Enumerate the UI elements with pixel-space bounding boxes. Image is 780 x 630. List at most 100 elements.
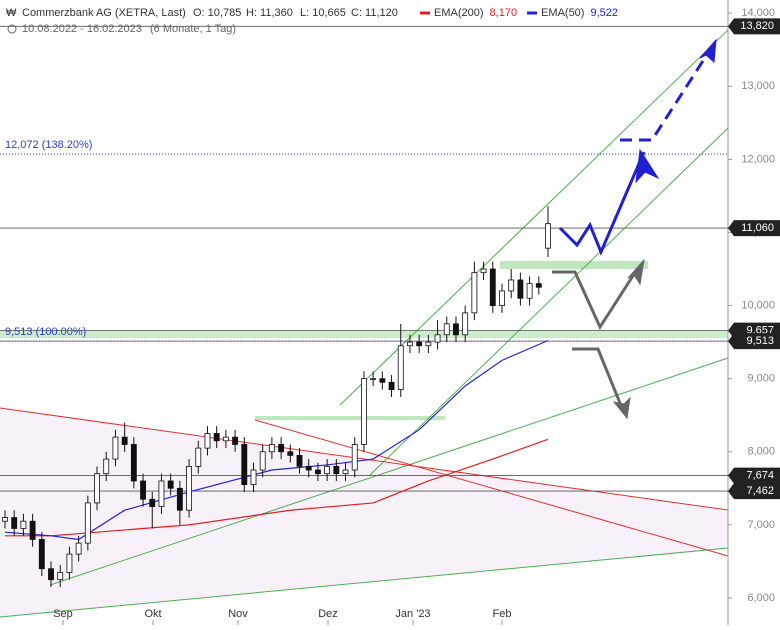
high-label: H: 11,360 bbox=[246, 7, 293, 19]
x-tick-label: Nov bbox=[228, 608, 248, 620]
candle-body bbox=[296, 455, 303, 467]
level-box bbox=[728, 467, 780, 484]
candle-body bbox=[167, 480, 174, 489]
candle-body bbox=[103, 458, 110, 475]
candle-body bbox=[213, 433, 220, 442]
candle-body bbox=[480, 268, 487, 274]
candle-body bbox=[112, 436, 119, 460]
level-box bbox=[728, 220, 780, 237]
ema-line bbox=[5, 438, 549, 537]
logo: ₩ bbox=[6, 7, 17, 19]
candle-body bbox=[489, 268, 496, 306]
candle-body bbox=[250, 469, 257, 486]
candle-body bbox=[545, 223, 551, 249]
candle-body bbox=[140, 480, 146, 500]
candle-body bbox=[443, 323, 450, 336]
candle-body bbox=[278, 444, 285, 453]
x-tick-label: Sep bbox=[53, 608, 73, 620]
candle-body bbox=[361, 378, 367, 445]
candle-body bbox=[222, 436, 229, 442]
support-band bbox=[0, 330, 728, 338]
level-label: 11,060 bbox=[741, 222, 774, 234]
support-zone bbox=[500, 261, 648, 269]
candle-body bbox=[48, 568, 54, 581]
level-box bbox=[728, 483, 780, 500]
candle-body bbox=[38, 539, 45, 570]
legend-value: 9,522 bbox=[590, 7, 618, 19]
candle-body bbox=[453, 323, 459, 336]
chart-title: Commerzbank AG (XETRA, Last) bbox=[22, 7, 186, 19]
candle-body bbox=[195, 447, 202, 467]
candle-body bbox=[66, 553, 73, 573]
candle-body bbox=[268, 444, 275, 453]
y-tick-label: 12,000 bbox=[741, 153, 775, 165]
resistance-lines bbox=[0, 407, 729, 557]
x-tick-label: Jan '23 bbox=[395, 608, 430, 620]
candle-body bbox=[351, 444, 358, 471]
level-label: 9,513 bbox=[746, 335, 774, 347]
level-label: 7,462 bbox=[746, 485, 774, 497]
candle-body bbox=[232, 436, 239, 445]
level-label: 13,820 bbox=[740, 20, 774, 32]
y-tick-label: 9,000 bbox=[747, 373, 775, 385]
candle-body bbox=[20, 520, 27, 529]
forecast-arrows bbox=[552, 38, 717, 420]
candle-body bbox=[305, 465, 312, 471]
candle-body bbox=[94, 473, 100, 504]
candle-body bbox=[186, 465, 192, 511]
candle-body bbox=[121, 436, 128, 445]
trendlines bbox=[0, 29, 729, 618]
candle-body bbox=[397, 345, 404, 391]
candle-body bbox=[149, 498, 156, 507]
legend-label: EMA(50) bbox=[541, 7, 584, 19]
y-tick-label: 13,000 bbox=[741, 80, 775, 92]
candle-body bbox=[287, 451, 294, 456]
candle-body bbox=[333, 465, 340, 475]
y-tick-label: 14,000 bbox=[741, 7, 775, 19]
candle-body bbox=[176, 487, 183, 511]
candle-body bbox=[241, 444, 248, 486]
candle-body bbox=[379, 378, 386, 383]
candle-body bbox=[434, 334, 441, 343]
period: 10.08.2022 - 16.02.2023 bbox=[22, 23, 142, 35]
y-tick-label: 8,000 bbox=[747, 446, 775, 458]
candle-body bbox=[2, 517, 8, 522]
candle-body bbox=[259, 451, 266, 471]
candle-body bbox=[11, 517, 18, 529]
candle-body bbox=[517, 279, 524, 299]
candle-body bbox=[29, 520, 36, 540]
candle-body bbox=[130, 444, 137, 482]
x-tick-label: Okt bbox=[144, 608, 161, 620]
candle-body bbox=[462, 312, 469, 336]
x-tick-label: Dez bbox=[318, 608, 338, 620]
legend-label: EMA(200) bbox=[434, 7, 484, 19]
candle-body bbox=[416, 341, 423, 347]
level-box bbox=[728, 18, 780, 35]
candle-body bbox=[204, 433, 211, 449]
x-tick-label: Feb bbox=[493, 608, 512, 620]
candle-body bbox=[471, 272, 478, 314]
candle-body bbox=[370, 378, 377, 381]
low-label: L: 10,665 bbox=[300, 7, 346, 19]
candle-body bbox=[57, 571, 64, 581]
open-label: O: 10,785 bbox=[193, 7, 241, 19]
candle-body bbox=[84, 502, 91, 544]
candle-body bbox=[388, 381, 395, 391]
candle-body bbox=[425, 341, 432, 347]
level-label: 7,674 bbox=[746, 469, 774, 481]
period-note: (6 Monate, 1 Tag) bbox=[150, 23, 236, 35]
y-tick-label: 7,000 bbox=[747, 519, 775, 531]
candle-body bbox=[407, 341, 413, 347]
candle-body bbox=[75, 542, 82, 555]
candle-body bbox=[499, 290, 505, 306]
y-tick-label: 6,000 bbox=[747, 592, 775, 604]
candle-body bbox=[508, 279, 515, 292]
candle-body bbox=[526, 283, 533, 299]
fib-label: 9,513 (100.00%) bbox=[5, 326, 86, 338]
level-box bbox=[728, 333, 780, 350]
candle-body bbox=[535, 283, 542, 288]
candle-body bbox=[324, 465, 331, 475]
close-label: C: 11,120 bbox=[351, 7, 398, 19]
fib-label: 12,072 (138.20%) bbox=[5, 139, 92, 151]
